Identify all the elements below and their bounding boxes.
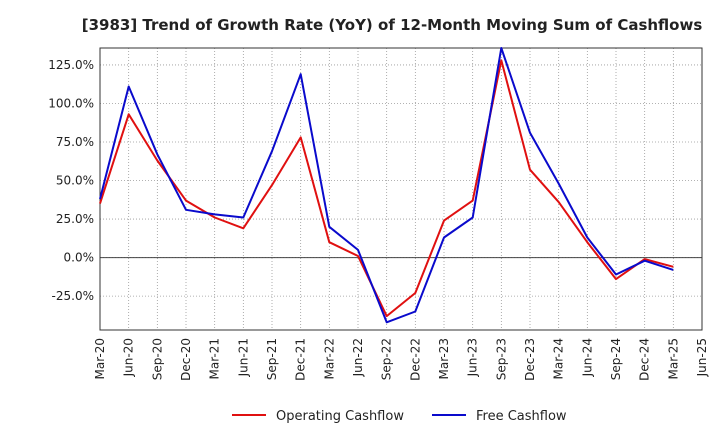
y-tick-label: 75.0% xyxy=(56,135,94,149)
plot-frame xyxy=(99,47,703,331)
x-tick-label: Mar-20 xyxy=(93,338,107,379)
legend-label: Operating Cashflow xyxy=(276,409,404,424)
x-tick-label: Jun-20 xyxy=(122,338,136,377)
series-line-operating-cashflow xyxy=(99,59,674,318)
x-tick-label: Dec-23 xyxy=(523,338,537,381)
chart-title: [3983] Trend of Growth Rate (YoY) of 12-… xyxy=(82,16,703,34)
y-tick-label: -25.0% xyxy=(52,289,94,303)
y-tick-label: 125.0% xyxy=(48,58,94,72)
x-tick-label: Sep-22 xyxy=(380,338,394,380)
x-tick-label: Jun-24 xyxy=(580,338,594,377)
x-tick-label: Jun-23 xyxy=(466,338,480,377)
legend-label: Free Cashflow xyxy=(476,409,567,424)
x-tick-label: Mar-23 xyxy=(437,338,451,379)
x-tick-label: Jun-22 xyxy=(351,338,365,377)
x-tick-label: Sep-21 xyxy=(265,338,279,380)
x-tick-label: Dec-24 xyxy=(638,338,652,381)
legend: Operating Cashflow Free Cashflow xyxy=(232,409,567,424)
x-tick-label: Mar-21 xyxy=(208,338,222,379)
x-tick-label: Dec-22 xyxy=(408,338,422,381)
x-tick-label: Dec-20 xyxy=(179,338,193,381)
y-tick-label: 100.0% xyxy=(48,96,94,110)
x-tick-label: Sep-23 xyxy=(494,338,508,380)
x-tick-label: Jun-25 xyxy=(695,338,709,377)
x-tick-label: Mar-22 xyxy=(322,338,336,379)
x-tick-label: Dec-21 xyxy=(294,338,308,381)
x-tick-label: Jun-21 xyxy=(236,338,250,377)
y-tick-label: 50.0% xyxy=(56,174,94,188)
x-tick-label: Mar-24 xyxy=(552,338,566,379)
plot-area: 125.0% 100.0% 75.0% 50.0% 25.0% 0.0% -25.0% Mar… xyxy=(48,47,709,381)
x-tick-label: Sep-24 xyxy=(609,338,623,380)
x-tick-label: Mar-25 xyxy=(666,338,680,379)
y-tick-label: 25.0% xyxy=(56,212,94,226)
series-line-free-cashflow xyxy=(99,47,674,324)
x-tick-label: Sep-20 xyxy=(150,338,164,380)
y-tick-label: 0.0% xyxy=(64,251,95,265)
